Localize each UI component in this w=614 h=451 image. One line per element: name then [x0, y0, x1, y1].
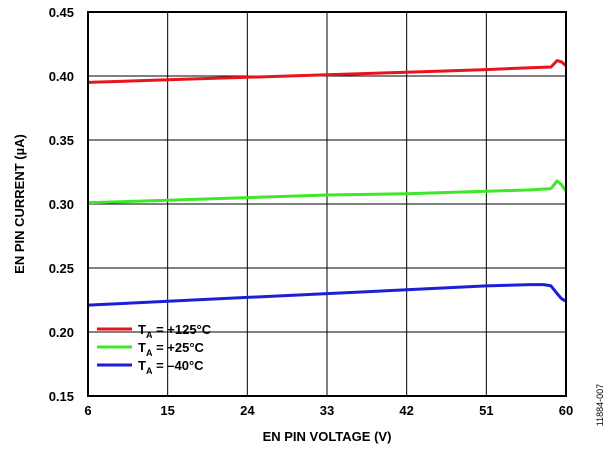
- plot-area-border: [87, 11, 567, 397]
- y-axis-label: EN PIN CURRENT (µA): [12, 134, 27, 274]
- x-tick-labels: 6 15 24 33 42 51 60: [84, 403, 573, 418]
- legend-entry: TA = +125°C: [138, 322, 212, 340]
- y-tick-labels: 0.15 0.20 0.25 0.30 0.35 0.40 0.45: [49, 5, 74, 404]
- legend-entry: TA = –40°C: [138, 358, 204, 376]
- y-tick-label: 0.45: [49, 5, 74, 20]
- y-tick-label: 0.30: [49, 197, 74, 212]
- y-tick-label: 0.25: [49, 261, 74, 276]
- y-tick-label: 0.40: [49, 69, 74, 84]
- x-tick-label: 51: [479, 403, 493, 418]
- y-tick-label: 0.35: [49, 133, 74, 148]
- x-tick-label: 42: [399, 403, 413, 418]
- legend: TA = +125°CTA = +25°CTA = –40°C: [97, 322, 212, 376]
- series-line: [87, 283, 567, 307]
- y-tick-label: 0.15: [49, 389, 74, 404]
- figure-id: 11884-007: [595, 384, 605, 426]
- x-tick-label: 6: [84, 403, 91, 418]
- series-line: [87, 59, 567, 84]
- x-tick-label: 15: [160, 403, 174, 418]
- x-tick-label: 24: [240, 403, 255, 418]
- y-tick-label: 0.20: [49, 325, 74, 340]
- legend-entry: TA = +25°C: [138, 340, 205, 358]
- x-tick-label: 60: [559, 403, 573, 418]
- series-line: [87, 179, 568, 205]
- series-lines: [87, 59, 568, 307]
- x-axis-label: EN PIN VOLTAGE (V): [263, 429, 392, 444]
- x-tick-label: 33: [320, 403, 334, 418]
